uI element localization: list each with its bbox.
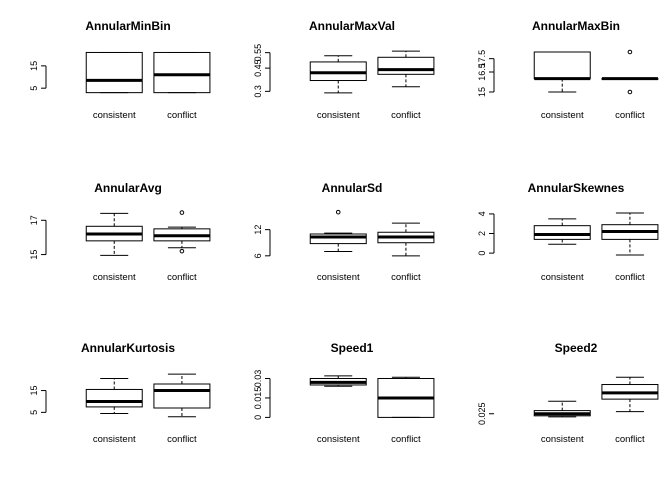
box-conflict bbox=[377, 222, 435, 257]
y-tick-label: 15 bbox=[29, 61, 39, 71]
panel-annularkurtosis: AnnularKurtosis 5 15 consistent conflict bbox=[29, 341, 211, 445]
x-category-label: conflict bbox=[391, 272, 421, 283]
x-category-label: consistent bbox=[93, 272, 136, 283]
outlier-point bbox=[179, 210, 185, 215]
box-conflict bbox=[153, 51, 211, 94]
outlier-point bbox=[627, 89, 633, 95]
y-tick-label: 16.5 bbox=[477, 63, 487, 81]
panel-annularskewnes: AnnularSkewnes 0 2 4 consistent conflict bbox=[477, 181, 659, 283]
box-consistent bbox=[85, 212, 143, 256]
y-tick-label: 0.55 bbox=[253, 44, 263, 62]
box-consistent bbox=[533, 400, 591, 418]
x-category-label: consistent bbox=[317, 272, 360, 283]
y-tick-label: 15 bbox=[29, 386, 39, 396]
box-conflict bbox=[377, 376, 435, 418]
x-category-label: conflict bbox=[615, 434, 645, 445]
panel-title: AnnularAvg bbox=[94, 181, 162, 195]
y-tick-label: 0.45 bbox=[253, 59, 263, 77]
x-category-label: consistent bbox=[317, 434, 360, 445]
y-tick-label: 17 bbox=[29, 215, 39, 225]
panel-title: Speed1 bbox=[331, 341, 374, 355]
x-category-label: consistent bbox=[541, 434, 584, 445]
panel-annularmaxval: AnnularMaxVal 0.3 0.450.55 consistent confli… bbox=[253, 19, 435, 121]
panel-annularsd: AnnularSd 6 12 consistent conflict bbox=[253, 181, 435, 283]
panel-title: AnnularSkewnes bbox=[528, 181, 625, 195]
y-tick-label: 0 bbox=[477, 251, 487, 256]
box-consistent bbox=[533, 51, 591, 93]
y-tick-label: 4 bbox=[477, 211, 487, 216]
box-consistent bbox=[533, 218, 591, 245]
box-consistent bbox=[85, 51, 143, 94]
panel-title: Speed2 bbox=[555, 341, 598, 355]
panel-title: AnnularMaxVal bbox=[309, 19, 395, 33]
box-conflict bbox=[153, 373, 211, 418]
y-tick-label: 2 bbox=[477, 231, 487, 236]
x-category-label: consistent bbox=[541, 272, 584, 283]
iqr-box bbox=[533, 225, 591, 240]
box-conflict bbox=[153, 210, 211, 254]
panel-annularminbin: AnnularMinBin 5 15 consistent conflict bbox=[29, 19, 211, 121]
panel-annularavg: AnnularAvg 15 17 consistent conflict bbox=[29, 181, 211, 283]
box-conflict bbox=[377, 50, 435, 88]
y-tick-label: 17.5 bbox=[477, 50, 487, 68]
x-category-label: consistent bbox=[541, 110, 584, 121]
outlier-point bbox=[179, 248, 185, 254]
iqr-box bbox=[85, 388, 143, 408]
y-tick-label: 6 bbox=[253, 253, 263, 258]
y-tick-label: 0.03 bbox=[253, 370, 263, 388]
panel-title: AnnularSd bbox=[322, 181, 383, 195]
y-tick-label: 0 bbox=[253, 415, 263, 420]
box-consistent bbox=[85, 378, 143, 414]
iqr-box bbox=[377, 56, 435, 75]
y-tick-label: 5 bbox=[29, 410, 39, 415]
iqr-box bbox=[533, 51, 591, 80]
iqr-box bbox=[85, 51, 143, 94]
panel-speed2: Speed2 0.025 consistent conflict bbox=[477, 341, 659, 445]
box-conflict bbox=[601, 376, 659, 413]
outlier-point bbox=[335, 209, 341, 215]
iqr-box bbox=[153, 51, 211, 94]
box-consistent bbox=[309, 375, 367, 387]
iqr-box bbox=[309, 233, 367, 245]
box-consistent bbox=[309, 55, 367, 94]
x-category-label: conflict bbox=[615, 272, 645, 283]
x-category-label: conflict bbox=[391, 110, 421, 121]
y-tick-label: 5 bbox=[29, 86, 39, 91]
panel-title: AnnularMinBin bbox=[85, 19, 170, 33]
panel-annularmaxbin: AnnularMaxBin 15 16.517.5 consistent conflic… bbox=[477, 19, 659, 121]
x-category-label: conflict bbox=[167, 434, 197, 445]
y-tick-label: 0.3 bbox=[253, 85, 263, 98]
panel-title: AnnularMaxBin bbox=[532, 19, 620, 33]
box-conflict bbox=[601, 212, 659, 256]
iqr-box bbox=[153, 383, 211, 409]
x-category-label: consistent bbox=[317, 110, 360, 121]
x-category-label: conflict bbox=[167, 272, 197, 283]
x-category-label: consistent bbox=[93, 434, 136, 445]
y-tick-label: 15 bbox=[477, 87, 487, 97]
iqr-box bbox=[309, 61, 367, 82]
panel-title: AnnularKurtosis bbox=[81, 341, 175, 355]
y-tick-label: 0.015 bbox=[253, 387, 263, 410]
x-category-label: conflict bbox=[615, 110, 645, 121]
x-category-label: conflict bbox=[167, 110, 197, 121]
x-category-label: consistent bbox=[93, 110, 136, 121]
outlier-point bbox=[627, 49, 633, 55]
y-tick-label: 0.025 bbox=[477, 402, 487, 425]
y-tick-label: 12 bbox=[253, 225, 263, 235]
box-conflict bbox=[601, 49, 659, 95]
y-tick-label: 15 bbox=[29, 250, 39, 260]
box-consistent bbox=[309, 209, 367, 252]
x-category-label: conflict bbox=[391, 434, 421, 445]
